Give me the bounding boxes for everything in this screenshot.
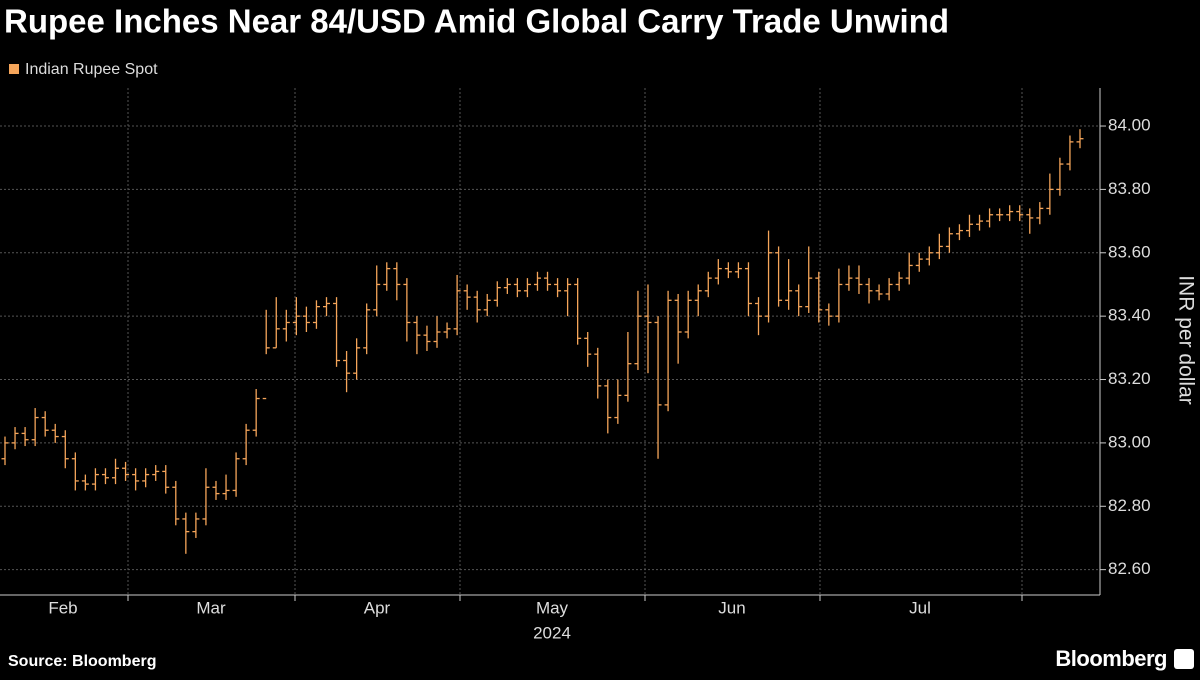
- legend-swatch: [9, 64, 19, 74]
- y-axis-label: INR per dollar: [1174, 275, 1197, 405]
- legend-label: Indian Rupee Spot: [25, 61, 158, 78]
- y-tick-label: 83.40: [1108, 306, 1151, 325]
- y-tick-label: 83.60: [1108, 242, 1151, 261]
- x-tick-label: Feb: [48, 598, 77, 617]
- y-tick-label: 84.00: [1108, 116, 1151, 135]
- chart-title: Rupee Inches Near 84/USD Amid Global Car…: [4, 3, 949, 40]
- x-tick-label: Jun: [718, 598, 745, 617]
- y-tick-label: 82.80: [1108, 496, 1151, 515]
- x-tick-label: May: [536, 598, 569, 617]
- source: Source: Bloomberg: [8, 653, 156, 670]
- x-tick-label: Mar: [196, 598, 226, 617]
- y-tick-label: 83.20: [1108, 369, 1151, 388]
- x-tick-label: Apr: [364, 598, 391, 617]
- x-year-label: 2024: [533, 623, 571, 642]
- y-tick-label: 82.60: [1108, 559, 1151, 578]
- x-tick-label: Jul: [909, 598, 931, 617]
- y-tick-label: 83.80: [1108, 179, 1151, 198]
- brand-icon: [1174, 649, 1194, 669]
- brand: Bloomberg: [1055, 646, 1167, 671]
- y-tick-label: 83.00: [1108, 432, 1151, 451]
